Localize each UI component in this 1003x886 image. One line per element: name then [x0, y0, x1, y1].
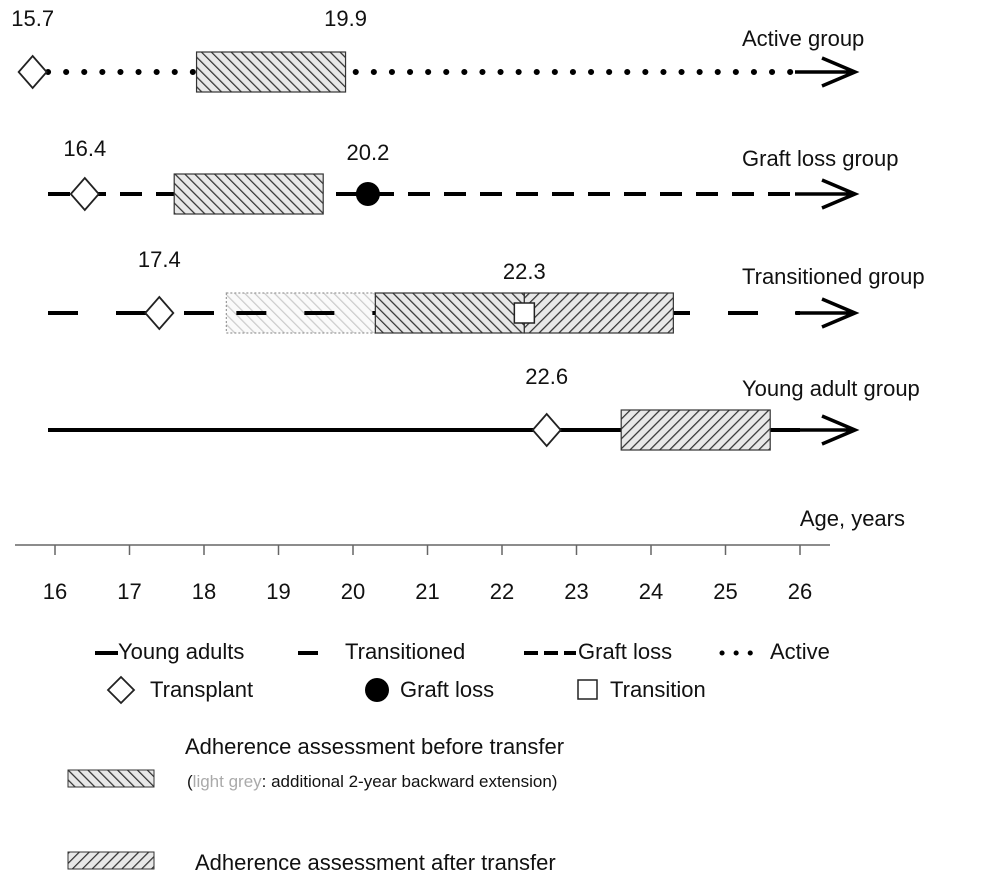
transition-marker [513, 302, 536, 324]
group-label: Graft loss group [742, 146, 899, 171]
legend: Young adults Transitioned Graft loss Act… [67, 639, 830, 875]
axis-label: Age, years [800, 506, 905, 531]
group-label: Transitioned group [742, 264, 925, 289]
transplant-marker [531, 412, 562, 448]
legend-label: Graft loss [578, 639, 672, 664]
age-label: 16.4 [63, 136, 106, 161]
legend-label: Transition [610, 677, 706, 702]
arrow [795, 56, 860, 88]
transplant-marker [144, 295, 175, 331]
legend-note: (light grey: additional 2-year backward … [187, 772, 557, 791]
tick-label: 18 [192, 579, 216, 604]
tick-label: 26 [788, 579, 812, 604]
note-part: light grey [193, 772, 262, 791]
arrow [795, 297, 860, 329]
age-label: 15.7 [11, 6, 54, 31]
tick-label: 20 [341, 579, 365, 604]
assessment-bar [173, 173, 324, 215]
legend-square [577, 679, 598, 700]
legend-circle [365, 678, 389, 702]
group-label: Active group [742, 26, 864, 51]
tick-label: 24 [639, 579, 663, 604]
tick-label: 17 [117, 579, 141, 604]
tick-label: 19 [266, 579, 290, 604]
group-label: Young adult group [742, 376, 920, 401]
legend-label: Adherence assessment before transfer [185, 734, 564, 759]
legend-label: Young adults [118, 639, 244, 664]
legend-label: Transplant [150, 677, 253, 702]
age-label: 22.6 [525, 364, 568, 389]
arrow [795, 178, 860, 210]
assessment-bar [195, 51, 347, 93]
legend-label: Graft loss [400, 677, 494, 702]
graft-loss-marker [355, 182, 380, 206]
note-part: : additional 2-year backward extension) [262, 772, 558, 791]
age-label: 17.4 [138, 247, 181, 272]
legend-swatch [67, 769, 155, 788]
tick-label: 23 [564, 579, 588, 604]
ticks: 16 17 18 19 20 21 22 23 24 25 26 [43, 545, 812, 604]
rows: Active group 19.9 15.7 Graft loss group 16.4… [11, 6, 925, 451]
tick-label: 25 [713, 579, 737, 604]
age-label: 19.9 [324, 6, 367, 31]
legend-diamond [106, 675, 136, 705]
assessment-bar [620, 409, 771, 451]
assessment-bar [523, 292, 674, 334]
transplant-marker [69, 176, 100, 212]
arrow [795, 414, 860, 446]
assessment-bar [374, 292, 525, 334]
legend-label: Active [770, 639, 830, 664]
age-label: 22.3 [503, 259, 546, 284]
note-part: ( [187, 772, 193, 791]
legend-label: Transitioned [345, 639, 465, 664]
legend-swatch [67, 851, 155, 870]
tick-label: 21 [415, 579, 439, 604]
legend-label: Adherence assessment after transfer [195, 850, 556, 875]
age-label: 20.2 [346, 140, 389, 165]
transplant-marker [17, 54, 48, 90]
tick-label: 16 [43, 579, 67, 604]
tick-label: 22 [490, 579, 514, 604]
